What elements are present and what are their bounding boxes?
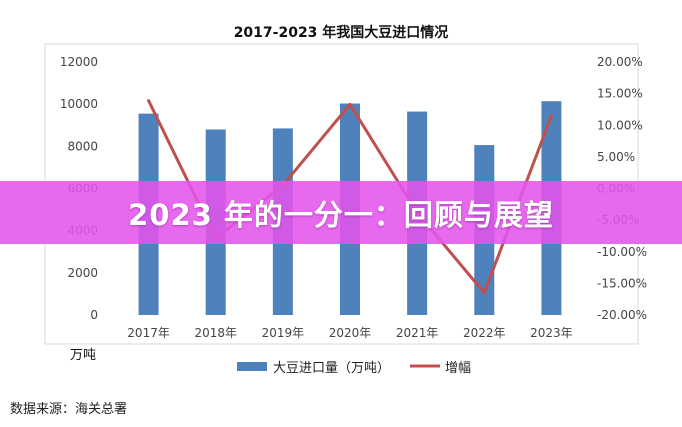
source-note: 数据来源：海关总署 [10, 402, 127, 417]
right-tick-label: 15.00% [597, 87, 643, 101]
right-tick-label: 20.00% [597, 55, 643, 69]
left-tick-label: 10000 [60, 97, 98, 111]
line-point-3 [348, 102, 352, 106]
left-tick-label: 8000 [67, 139, 98, 153]
x-axis: 2017年 2018年 2019年 2020年 2021年 2022年 2023年 [127, 326, 572, 340]
right-tick-label: -10.00% [597, 245, 647, 259]
line-point-6 [549, 114, 553, 118]
title-banner: 2023 年的一分一：回顾与展望 [0, 181, 682, 244]
legend: 大豆进口量（万吨） 增幅 [237, 361, 471, 376]
line-point-5 [482, 291, 486, 295]
legend-swatch-bar [237, 362, 267, 371]
legend-label-line: 增幅 [445, 361, 471, 376]
x-tick-label: 2022年 [463, 326, 506, 340]
right-tick-label: -20.00% [597, 308, 647, 322]
left-tick-label: 0 [90, 308, 98, 322]
right-tick-label: 5.00% [597, 150, 635, 164]
x-tick-label: 2019年 [262, 326, 305, 340]
line-point-0 [147, 99, 151, 103]
legend-label-bar: 大豆进口量（万吨） [273, 361, 390, 376]
right-tick-label: -15.00% [597, 276, 647, 290]
left-tick-label: 2000 [67, 266, 98, 280]
left-axis-unit: 万吨 [70, 348, 96, 363]
banner-title: 2023 年的一分一：回顾与展望 [128, 197, 554, 232]
x-tick-label: 2020年 [329, 326, 372, 340]
right-tick-label: 10.00% [597, 118, 643, 132]
x-tick-label: 2021年 [396, 326, 439, 340]
x-tick-label: 2017年 [127, 326, 170, 340]
x-tick-label: 2018年 [194, 326, 237, 340]
x-tick-label: 2023年 [530, 326, 573, 340]
left-tick-label: 12000 [60, 55, 98, 69]
chart-title: 2017-2023 年我国大豆进口情况 [234, 24, 449, 41]
